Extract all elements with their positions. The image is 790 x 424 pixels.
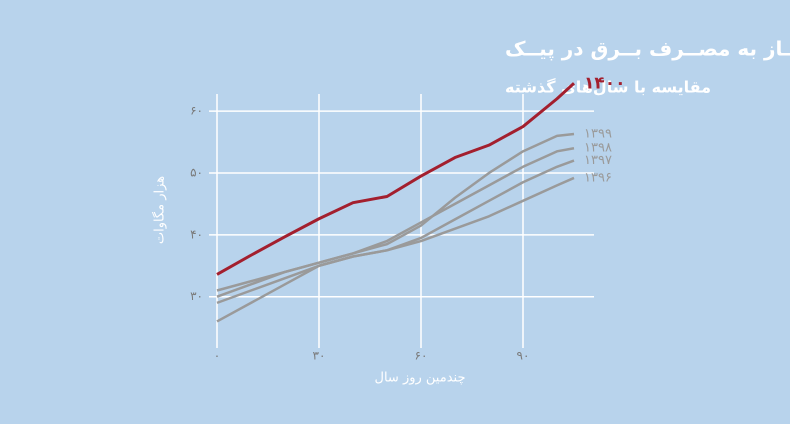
legend-label: ۱۳۹۶ — [584, 170, 612, 185]
legend-label: ۱۳۹۹ — [584, 127, 612, 142]
line — [216, 176, 575, 323]
legend-label: ۱۴۰۰ — [584, 73, 626, 93]
line — [216, 147, 575, 298]
x-tick-label: ۳۰ — [313, 349, 326, 363]
y-tick-label: ۳۰ — [190, 289, 203, 303]
y-tick-label: ۶۰ — [190, 104, 203, 118]
line — [216, 132, 575, 292]
line — [216, 82, 576, 276]
chart-subtitle: مقایسه با سال‌های گذشته — [505, 78, 711, 97]
chart-title: نیــاز به مصــرف بــرق در پیــک — [505, 37, 790, 62]
x-tick-label: ۰ — [214, 349, 220, 363]
y-axis-label: هزار مگاوات — [152, 176, 168, 244]
x-axis-label: چندمین روز سال — [375, 371, 466, 386]
line — [216, 159, 575, 305]
y-tick-label: ۵۰ — [190, 165, 203, 179]
legend-label: ۱۳۹۷ — [584, 153, 612, 168]
legend-label: ۱۳۹۸ — [584, 141, 612, 156]
y-tick-label: ۴۰ — [190, 227, 203, 241]
x-tick-label: ۹۰ — [517, 349, 530, 363]
x-tick-label: ۶۰ — [415, 349, 428, 363]
